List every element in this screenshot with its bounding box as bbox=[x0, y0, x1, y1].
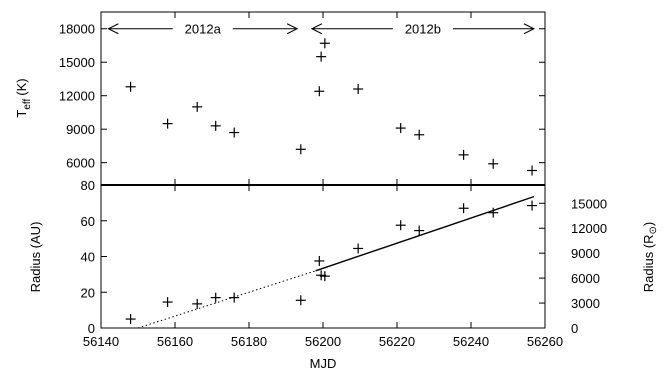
radius-rsun-tick-label: 0 bbox=[571, 321, 578, 336]
teff-points bbox=[125, 38, 538, 176]
teff-point bbox=[314, 86, 325, 97]
teff-axis-title: Teff (K) bbox=[14, 78, 33, 117]
mjd-tick-label: 56240 bbox=[453, 334, 489, 349]
teff-point bbox=[414, 129, 425, 140]
radius-rsun-tick-label: 15000 bbox=[571, 196, 607, 211]
radius-rsun-tick-label: 3000 bbox=[571, 296, 600, 311]
radius-point bbox=[210, 292, 221, 303]
mjd-tick-label: 56200 bbox=[305, 334, 341, 349]
teff-tick-label: 6000 bbox=[66, 156, 95, 171]
top-panel-ticks: 6000 9000 12000 15000 18000 bbox=[59, 12, 546, 185]
radius-point bbox=[125, 314, 136, 325]
radius-point bbox=[414, 225, 425, 236]
radius-rsun-axis-title: Radius (R⊙) bbox=[641, 222, 659, 293]
radius-point bbox=[488, 207, 499, 218]
radius-au-tick-label: 20 bbox=[81, 285, 95, 300]
radius-rsun-axis-title-main: Radius (R bbox=[641, 234, 656, 292]
radius-point bbox=[353, 243, 364, 254]
radius-point bbox=[319, 271, 330, 282]
teff-point bbox=[527, 165, 538, 176]
sun-symbol: ⊙ bbox=[648, 226, 659, 234]
teff-point bbox=[125, 81, 136, 92]
radius-point bbox=[229, 292, 240, 303]
mjd-tick-label: 56180 bbox=[231, 334, 267, 349]
radius-rsun-axis-title-close: ) bbox=[641, 222, 656, 226]
mjd-tick-label: 56160 bbox=[157, 334, 193, 349]
radius-point bbox=[458, 203, 469, 214]
radius-au-tick-label: 60 bbox=[81, 214, 95, 229]
teff-point bbox=[395, 123, 406, 134]
teff-point bbox=[488, 158, 499, 169]
top-panel: 6000 9000 12000 15000 18000 2012a 2012b Teff… bbox=[14, 11, 546, 186]
radius-point bbox=[295, 295, 306, 306]
radius-rsun-tick-label: 6000 bbox=[571, 271, 600, 286]
era-annotations: 2012a 2012b bbox=[107, 22, 536, 37]
fit-line-solid bbox=[315, 195, 535, 272]
teff-axis-title-main: T bbox=[14, 110, 29, 118]
top-panel-frame bbox=[100, 11, 546, 186]
teff-point bbox=[210, 120, 221, 131]
mjd-tick-label: 56260 bbox=[527, 334, 563, 349]
teff-point bbox=[192, 101, 203, 112]
radius-point bbox=[192, 298, 203, 309]
teff-point bbox=[295, 144, 306, 155]
teff-point bbox=[316, 51, 327, 62]
bottom-panel-ticks: 0 20 40 60 80 0 3000 6000 9000 12000 15000 56140 561… bbox=[81, 178, 608, 349]
radius-au-tick-label: 40 bbox=[81, 250, 95, 265]
teff-point bbox=[353, 84, 364, 95]
teff-point bbox=[229, 127, 240, 138]
radius-rsun-tick-label: 9000 bbox=[571, 246, 600, 261]
teff-point bbox=[162, 118, 173, 129]
teff-tick-label: 9000 bbox=[66, 122, 95, 137]
teff-tick-label: 18000 bbox=[59, 22, 95, 37]
teff-tick-label: 15000 bbox=[59, 55, 95, 70]
era-arrow bbox=[310, 23, 536, 35]
radius-au-tick-label: 80 bbox=[81, 178, 95, 193]
fit-line-dotted bbox=[137, 270, 316, 329]
radius-au-axis-title: Radius (AU) bbox=[28, 222, 43, 293]
fit-lines bbox=[137, 195, 535, 329]
radius-rsun-tick-label: 12000 bbox=[571, 221, 607, 236]
radius-point bbox=[314, 255, 325, 266]
era-arrow bbox=[107, 23, 299, 35]
teff-point bbox=[319, 38, 330, 49]
teff-tick-label: 12000 bbox=[59, 89, 95, 104]
teff-axis-title-sub: eff bbox=[22, 99, 33, 110]
radius-point bbox=[395, 220, 406, 231]
mjd-axis-title: MJD bbox=[310, 356, 337, 371]
mjd-tick-label: 56220 bbox=[379, 334, 415, 349]
teff-axis-title-unit: (K) bbox=[14, 78, 29, 95]
radius-points bbox=[125, 200, 538, 325]
era-2012a-label: 2012a bbox=[185, 22, 222, 37]
radius-au-tick-label: 0 bbox=[88, 321, 95, 336]
teff-point bbox=[458, 149, 469, 160]
radius-point bbox=[162, 297, 173, 308]
era-2012b-label: 2012b bbox=[405, 22, 441, 37]
mjd-tick-label: 56140 bbox=[83, 334, 119, 349]
bottom-panel: 0 20 40 60 80 0 3000 6000 9000 12000 15000 56140 561… bbox=[28, 178, 659, 371]
radius-point bbox=[527, 200, 538, 211]
